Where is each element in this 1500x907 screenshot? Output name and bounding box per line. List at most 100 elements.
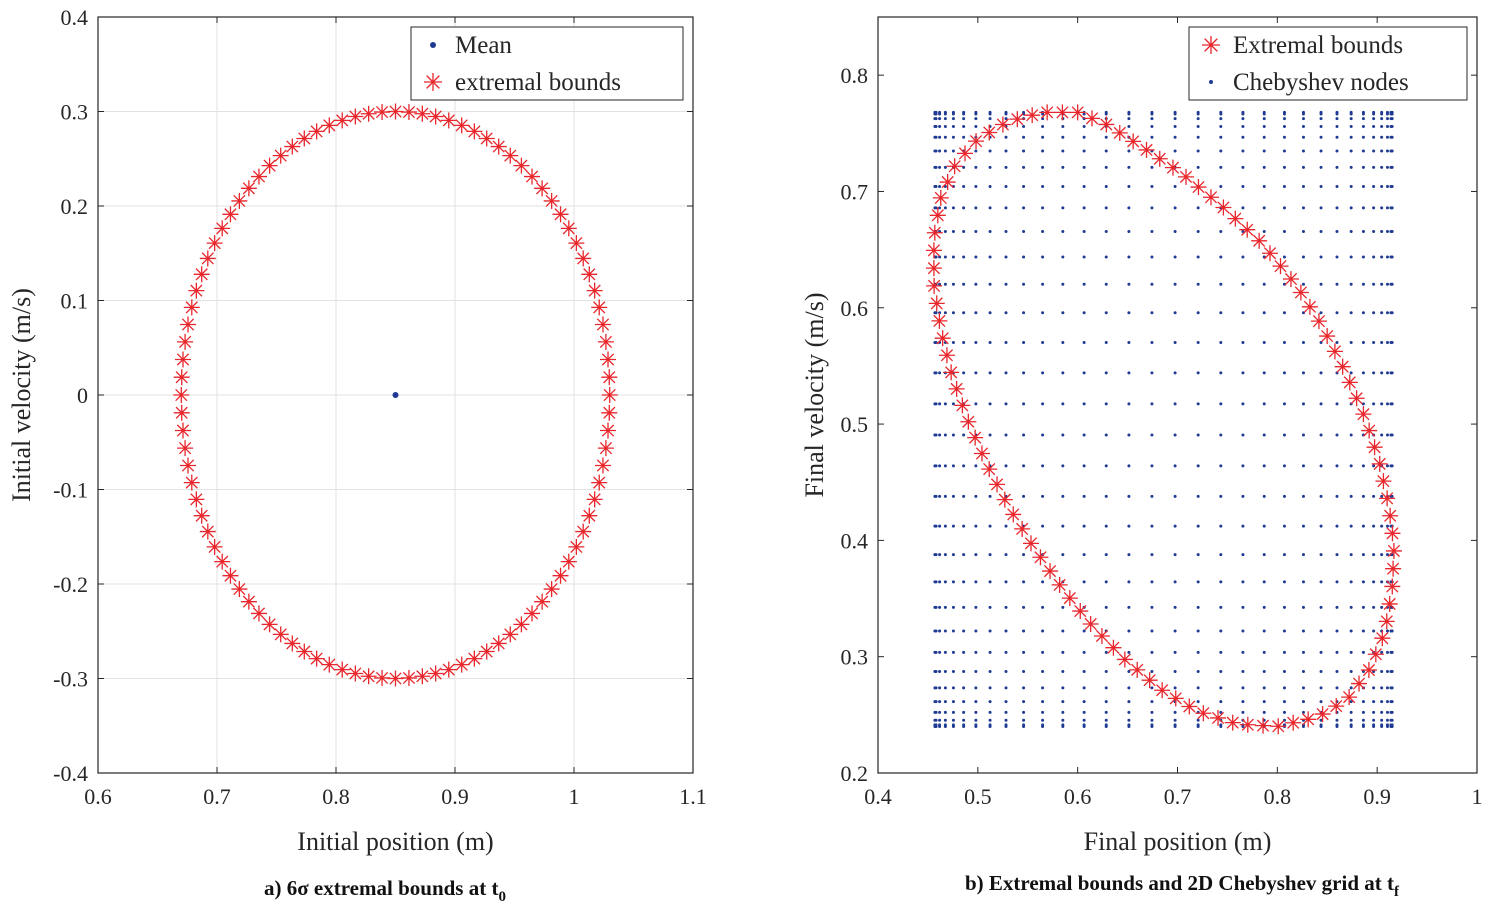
y-tick-label: -0.3 [53,667,88,692]
chebyshev-node [933,433,937,437]
chebyshev-node [1389,650,1393,654]
chebyshev-node [1241,112,1245,116]
chebyshev-node [1349,494,1353,498]
chebyshev-node [1150,494,1154,498]
chebyshev-node [938,580,942,584]
chebyshev-node [1022,402,1026,406]
x-tick-label: 0.6 [84,784,112,809]
extremal-bound-marker [1319,328,1336,345]
chebyshev-node [1219,135,1223,139]
extremal-bound-marker [1098,116,1115,133]
chebyshev-node [1150,184,1154,188]
chebyshev-node [1241,371,1245,375]
chebyshev-node [1335,686,1339,690]
chebyshev-node [933,710,937,714]
chebyshev-node [1150,229,1154,233]
chebyshev-node [1196,206,1200,210]
chebyshev-node [1349,311,1353,315]
chebyshev-node [1004,402,1008,406]
chebyshev-node [1104,165,1108,169]
chebyshev-node [1241,700,1245,704]
chebyshev-node [962,524,966,528]
chebyshev-node [1196,117,1200,121]
extremal-bound-marker [1061,590,1078,607]
y-tick-label: -0.2 [53,572,88,597]
chebyshev-node [1127,433,1131,437]
chebyshev-node [933,311,937,315]
chebyshev-node [933,650,937,654]
panel-a-caption: a) 6σ extremal bounds at t0 [264,876,506,905]
chebyshev-node [974,165,978,169]
chebyshev-node [1196,580,1200,584]
chebyshev-node [1319,433,1323,437]
chebyshev-node [943,165,947,169]
chebyshev-node [1196,669,1200,673]
chebyshev-node [1150,686,1154,690]
chebyshev-node [1004,282,1008,286]
chebyshev-node [1150,605,1154,609]
chebyshev-node [988,149,992,153]
extremal-bound-marker [1005,506,1022,523]
chebyshev-node [1361,117,1365,121]
extremal-bound-marker [597,333,614,350]
chebyshev-node [951,112,955,116]
chebyshev-node [1241,605,1245,609]
chebyshev-node [1349,605,1353,609]
chebyshev-node [933,580,937,584]
chebyshev-node [1301,149,1305,153]
chebyshev-node [1335,718,1339,722]
chebyshev-node [943,686,947,690]
chebyshev-node [974,553,978,557]
y-tick-label: -0.4 [53,761,88,786]
chebyshev-node [1380,165,1384,169]
extremal-bound-marker [1084,110,1101,127]
chebyshev-node [1127,724,1131,728]
chebyshev-node [938,282,942,286]
chebyshev-node [1196,629,1200,633]
chebyshev-node [1372,206,1376,210]
chebyshev-node [1219,494,1223,498]
chebyshev-node [1372,553,1376,557]
chebyshev-node [1219,629,1223,633]
extremal-bound-marker [1371,455,1388,472]
chebyshev-node [1372,149,1376,153]
chebyshev-node [1082,524,1086,528]
chebyshev-node [1173,724,1177,728]
chebyshev-node [1219,112,1223,116]
chebyshev-node [943,149,947,153]
chebyshev-node [1349,282,1353,286]
chebyshev-node [943,718,947,722]
extremal-bound-marker [1024,107,1041,124]
chebyshev-node [1385,149,1389,153]
extremal-bound-marker [560,553,577,570]
extremal-bound-marker [284,138,301,155]
chebyshev-node [1282,282,1286,286]
extremal-bound-marker [1190,179,1207,196]
chebyshev-node [1372,686,1376,690]
chebyshev-node [1041,165,1045,169]
chebyshev-node [1262,433,1266,437]
chebyshev-node [974,710,978,714]
chebyshev-node [1041,229,1045,233]
chebyshev-node [1361,724,1365,728]
chebyshev-node [938,112,942,116]
chebyshev-node [1282,371,1286,375]
chebyshev-node [1173,718,1177,722]
extremal-bound-marker [524,605,541,622]
chebyshev-node [943,124,947,128]
chebyshev-node [1380,255,1384,259]
chebyshev-node [1361,371,1365,375]
extremal-bound-marker [374,669,391,686]
chebyshev-node [1319,494,1323,498]
chebyshev-node [933,605,937,609]
chebyshev-node [1022,371,1026,375]
legend-asterisk [424,73,442,91]
chebyshev-node [1150,433,1154,437]
chebyshev-node [1219,282,1223,286]
chebyshev-node [1301,629,1305,633]
chebyshev-node [1301,710,1305,714]
extremal-bound-marker [543,192,560,209]
chebyshev-node [1301,700,1305,704]
chebyshev-node [933,700,937,704]
extremal-bound-marker [1314,706,1331,723]
